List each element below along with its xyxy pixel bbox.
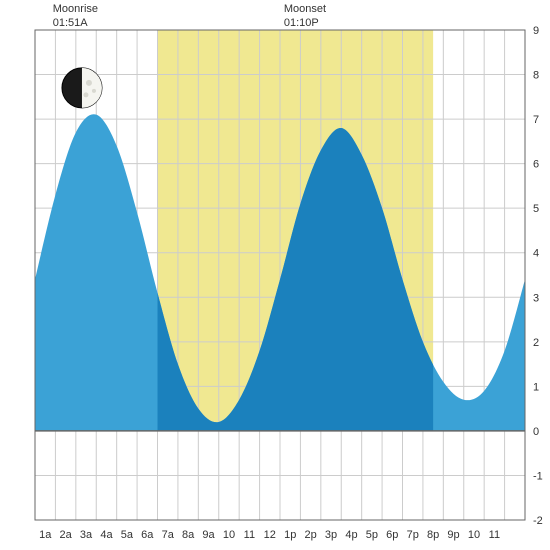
moonrise-time: 01:51A bbox=[53, 17, 88, 29]
chart-svg: -2-101234567891a2a3a4a5a6a7a8a9a1011121p… bbox=[0, 0, 550, 550]
svg-text:-1: -1 bbox=[533, 470, 543, 482]
svg-text:8: 8 bbox=[533, 70, 539, 82]
svg-text:6: 6 bbox=[533, 159, 539, 171]
svg-text:6a: 6a bbox=[141, 529, 154, 541]
svg-text:11: 11 bbox=[244, 529, 255, 541]
svg-text:9p: 9p bbox=[447, 529, 459, 541]
svg-text:1a: 1a bbox=[39, 529, 52, 541]
tide-chart: -2-101234567891a2a3a4a5a6a7a8a9a1011121p… bbox=[0, 0, 550, 550]
svg-text:5: 5 bbox=[533, 203, 539, 215]
svg-text:12: 12 bbox=[264, 529, 276, 541]
svg-text:9: 9 bbox=[533, 25, 539, 37]
svg-text:3: 3 bbox=[533, 292, 539, 304]
moonrise-header: Moonrise 01:51A bbox=[53, 2, 98, 31]
moonset-label: Moonset bbox=[284, 3, 326, 15]
svg-text:2: 2 bbox=[533, 337, 539, 349]
svg-text:4: 4 bbox=[533, 248, 539, 260]
svg-text:5a: 5a bbox=[121, 529, 134, 541]
svg-text:10: 10 bbox=[223, 529, 235, 541]
moonset-time: 01:10P bbox=[284, 17, 319, 29]
moonrise-label: Moonrise bbox=[53, 3, 98, 15]
svg-text:11: 11 bbox=[489, 529, 500, 541]
svg-text:10: 10 bbox=[468, 529, 480, 541]
svg-text:1: 1 bbox=[533, 381, 539, 393]
svg-text:4a: 4a bbox=[100, 529, 113, 541]
moonset-header: Moonset 01:10P bbox=[284, 2, 326, 31]
svg-text:0: 0 bbox=[533, 426, 539, 438]
svg-text:7: 7 bbox=[533, 114, 539, 126]
svg-text:8p: 8p bbox=[427, 529, 439, 541]
svg-text:3a: 3a bbox=[80, 529, 93, 541]
svg-text:8a: 8a bbox=[182, 529, 195, 541]
svg-text:3p: 3p bbox=[325, 529, 337, 541]
moon-phase-icon bbox=[62, 68, 102, 108]
svg-text:5p: 5p bbox=[366, 529, 378, 541]
svg-text:7p: 7p bbox=[407, 529, 419, 541]
svg-text:2p: 2p bbox=[305, 529, 317, 541]
svg-text:4p: 4p bbox=[345, 529, 357, 541]
svg-text:6p: 6p bbox=[386, 529, 398, 541]
svg-text:9a: 9a bbox=[202, 529, 215, 541]
svg-text:1p: 1p bbox=[284, 529, 296, 541]
svg-text:2a: 2a bbox=[60, 529, 73, 541]
svg-text:-2: -2 bbox=[533, 515, 543, 527]
svg-text:7a: 7a bbox=[162, 529, 175, 541]
